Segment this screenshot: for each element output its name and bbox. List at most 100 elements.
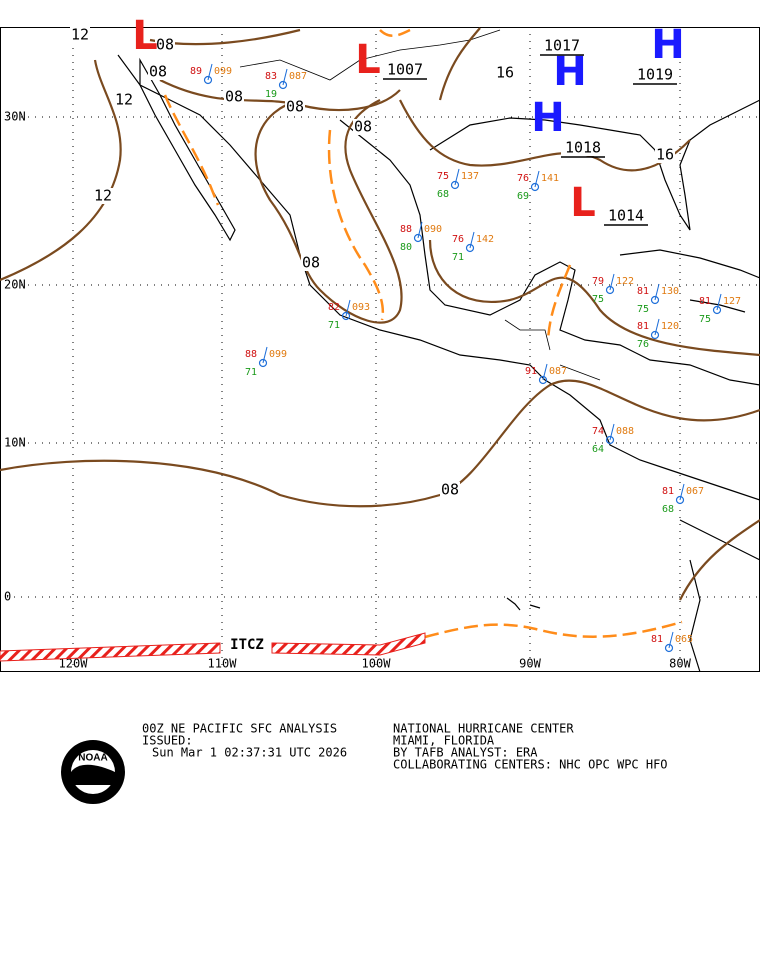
trough	[546, 264, 572, 341]
borders	[239, 29, 601, 381]
station-pressure: 130	[661, 286, 679, 297]
station: 81 127 75	[699, 293, 741, 325]
isobar-label: 08	[302, 254, 320, 272]
station-dewpoint: 71	[328, 320, 340, 331]
station-pressure: 141	[541, 173, 559, 184]
wind-barb	[469, 231, 475, 249]
station-dewpoint: 68	[662, 504, 674, 515]
pressure-center-symbol: L	[570, 180, 596, 226]
lon-label: 80W	[669, 657, 691, 671]
pressure-value-bg	[633, 67, 677, 83]
station-circle	[675, 495, 685, 505]
isobar-label-bg	[285, 99, 305, 115]
isobar-label: 16	[496, 64, 514, 82]
isobar-label-bg	[353, 119, 373, 135]
caribbean-islands	[619, 249, 760, 313]
station: 74 088 64	[592, 423, 634, 455]
station-dewpoint: 80	[400, 242, 412, 253]
location: MIAMI, FLORIDA	[393, 734, 495, 748]
station: 88 090 80	[400, 221, 442, 253]
station-circle	[530, 182, 540, 192]
time: Sun Mar 1 02:37:31 UTC 2026	[152, 746, 347, 760]
isobar	[254, 98, 403, 324]
isobar	[0, 379, 760, 508]
isobar-label: 08	[441, 481, 459, 499]
isobar-label: 12	[115, 91, 133, 109]
pressure-value-bg	[383, 62, 427, 78]
station-dewpoint: 19	[265, 89, 277, 100]
station: 83 087 19	[265, 68, 307, 100]
central-america-borders	[504, 319, 601, 381]
itcz-band	[271, 632, 426, 656]
trough	[379, 28, 411, 37]
station-temp: 74	[592, 426, 604, 437]
wind-barb	[679, 483, 685, 501]
pressure-center-symbol: L	[355, 37, 381, 83]
wind-barb	[542, 363, 548, 381]
pacific-coast	[117, 54, 760, 501]
station-circle	[465, 243, 475, 253]
station: 81 065	[651, 631, 693, 653]
pressure-value-bg	[540, 38, 584, 54]
issued: ISSUED:	[142, 734, 193, 748]
station-circle	[203, 75, 213, 85]
station-temp: 81	[637, 321, 649, 332]
isobar	[679, 519, 760, 601]
station-pressure: 087	[549, 366, 567, 377]
pressure-center-symbol: H	[651, 22, 684, 68]
isobar-label: 12	[94, 187, 112, 205]
isobar-label: 16	[656, 146, 674, 164]
station: 81 067 68	[662, 483, 704, 515]
station-temp: 83	[265, 71, 277, 82]
lat-label: 20N	[4, 278, 26, 292]
station: 79 122 75	[592, 273, 634, 305]
analyst: BY TAFB ANALYST: ERA	[393, 746, 538, 760]
station-pressure: 093	[352, 302, 370, 313]
lat-label: 0	[4, 590, 11, 604]
station-temp: 89	[190, 66, 202, 77]
station-dewpoint: 64	[592, 444, 604, 455]
station: 91 087	[525, 363, 567, 385]
station: 88 099 71	[245, 346, 287, 378]
station-circle	[650, 295, 660, 305]
station-pressure: 127	[723, 296, 741, 307]
gulf-coast	[339, 119, 760, 386]
station-dewpoint: 76	[637, 339, 649, 350]
isobar-label-bg	[301, 255, 321, 271]
lon-label: 110W	[208, 657, 238, 671]
wind-barb	[609, 273, 615, 291]
station-temp: 76	[452, 234, 464, 245]
isobar	[428, 239, 760, 357]
isobar-labels: 12 08 08 12 08 08 08 16 16 12 08 08	[70, 26, 675, 499]
galapagos	[506, 597, 541, 611]
station-circle	[605, 285, 615, 295]
wind-barb	[609, 423, 615, 441]
station-pressure: 142	[476, 234, 494, 245]
isobar-label: 08	[354, 118, 372, 136]
isobar-label-bg	[148, 64, 168, 80]
wind-barb	[417, 221, 423, 239]
station-temp: 81	[699, 296, 711, 307]
station: 76 142 71	[452, 231, 494, 263]
logo-bird	[71, 764, 115, 785]
station-pressure: 065	[675, 634, 693, 645]
lon-label: 100W	[362, 657, 392, 671]
wind-barb	[534, 170, 540, 188]
station-pressure: 120	[661, 321, 679, 332]
pressure-value: 1014	[608, 207, 644, 225]
isobar-label-bg	[70, 27, 90, 43]
isobar-label: 08	[225, 88, 243, 106]
station: 82 093 71	[328, 299, 370, 331]
wind-barb	[282, 68, 288, 86]
isobar-label: 08	[149, 63, 167, 81]
station-circle	[664, 643, 674, 653]
trough	[327, 129, 384, 321]
station-circle	[605, 435, 615, 445]
station-pressure: 137	[461, 171, 479, 182]
map-frame	[0, 27, 760, 672]
wind-barb	[654, 318, 660, 336]
footer: NOAA 00Z NE PACIFIC SFC ANALYSIS ISSUED:…	[61, 722, 668, 804]
station-temp: 81	[651, 634, 663, 645]
station-pressure: 099	[269, 349, 287, 360]
